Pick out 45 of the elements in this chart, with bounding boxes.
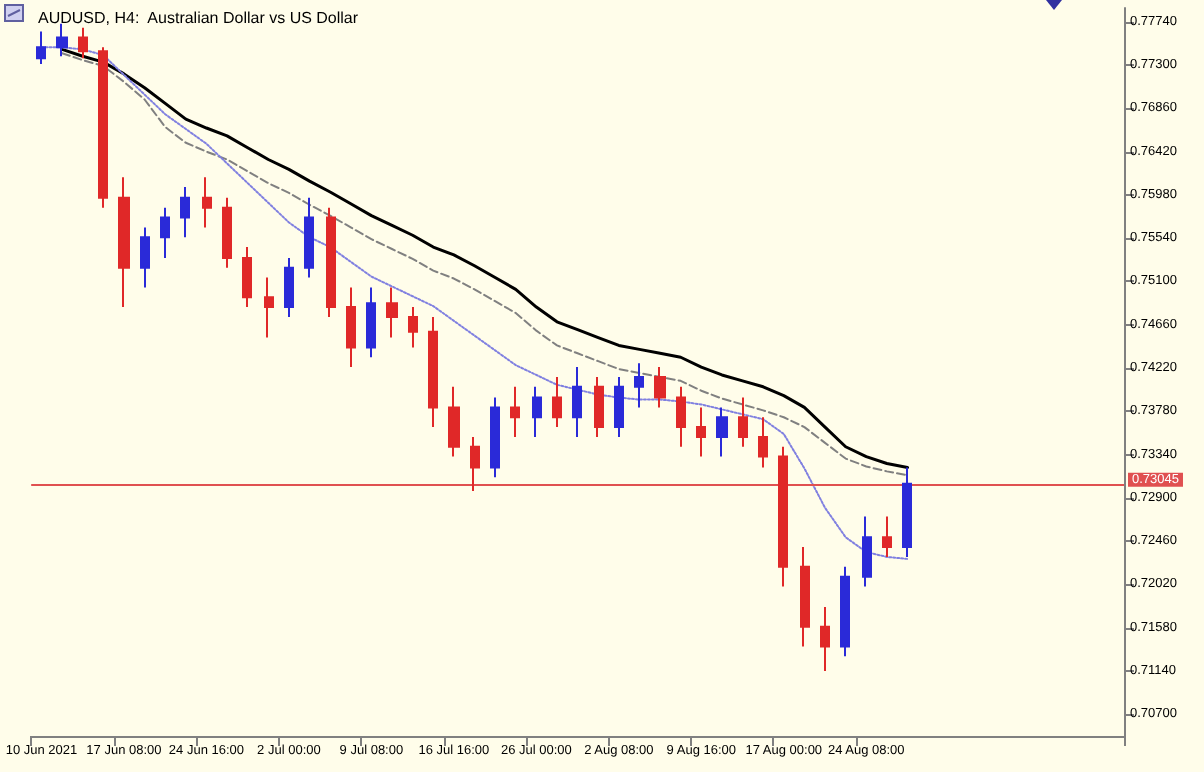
candlestick (800, 546, 810, 648)
candlestick (882, 515, 892, 558)
candlestick (428, 315, 438, 429)
candlestick (738, 396, 748, 448)
candlestick (264, 276, 274, 339)
candlestick (840, 565, 850, 658)
candlestick (470, 435, 480, 493)
candlestick (902, 466, 912, 558)
candlestick (614, 375, 624, 438)
candlestick (346, 286, 356, 369)
candlestick (304, 196, 314, 279)
candlestick (510, 385, 520, 438)
candlestick (180, 186, 190, 239)
chart-title: AUDUSD, H4: Australian Dollar vs US Dollar (38, 9, 359, 27)
candlestick (778, 445, 788, 588)
line-series (40, 46, 909, 560)
candlestick (140, 226, 150, 289)
candlestick (242, 246, 252, 309)
candlestick (634, 362, 644, 409)
candlestick (386, 286, 398, 339)
candlestick (98, 46, 108, 209)
candlestick (56, 22, 68, 58)
candlestick (716, 406, 728, 458)
candlestick (78, 26, 88, 60)
candlestick (676, 385, 686, 448)
candlestick (160, 206, 170, 259)
candlestick (118, 176, 130, 309)
candlestick (202, 176, 212, 229)
candlestick (326, 206, 336, 318)
candlestick (36, 30, 46, 66)
candlestick (552, 375, 562, 429)
candlestick (758, 416, 768, 469)
candlestick (572, 366, 582, 438)
candlestick (696, 406, 706, 458)
candlestick (820, 606, 830, 673)
candlestick (448, 385, 460, 458)
candlestick (366, 286, 376, 359)
candlestick (408, 306, 418, 349)
candlestick (862, 515, 872, 588)
candlestick (490, 396, 500, 479)
candlestick (594, 375, 604, 438)
candlestick (654, 366, 666, 409)
candlestick (532, 385, 542, 438)
candlestick (284, 256, 294, 318)
candlestick (222, 196, 232, 269)
